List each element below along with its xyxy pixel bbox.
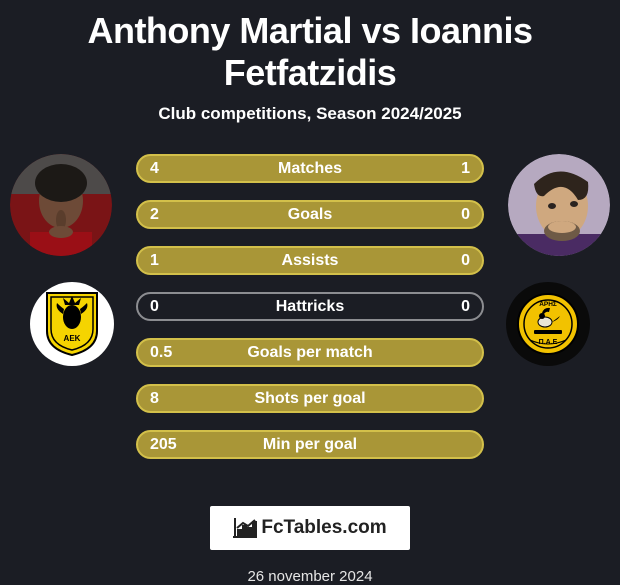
stat-label: Shots per goal [200, 390, 420, 408]
avatar-right-svg [508, 154, 610, 256]
stat-label: Assists [200, 252, 420, 270]
stat-right-value: 0 [420, 206, 470, 224]
stat-row-matches: 4 Matches 1 [136, 154, 484, 183]
stat-left-value: 4 [150, 160, 200, 178]
stat-row-min-per-goal: 205 Min per goal [136, 430, 484, 459]
stat-left-value: 205 [150, 436, 200, 454]
stat-right-value: 1 [420, 160, 470, 178]
brand-text: FcTables.com [261, 517, 386, 539]
player-left-avatar [10, 154, 112, 256]
stat-label: Hattricks [200, 298, 420, 316]
date-line: 26 november 2024 [0, 568, 620, 585]
stat-row-hattricks: 0 Hattricks 0 [136, 292, 484, 321]
stat-right-value: 0 [420, 298, 470, 316]
stat-left-value: 2 [150, 206, 200, 224]
stat-row-goals-per-match: 0.5 Goals per match [136, 338, 484, 367]
stat-left-value: 8 [150, 390, 200, 408]
comparison-panel: AEK Π.Α.Ε ΑΡΗΣ 4 Matches 1 2 [0, 154, 620, 484]
stat-row-assists: 1 Assists 0 [136, 246, 484, 275]
chart-icon [233, 518, 257, 538]
svg-text:AEK: AEK [64, 334, 81, 343]
stat-label: Goals [200, 206, 420, 224]
stat-label: Goals per match [200, 344, 420, 362]
player-right-avatar [508, 154, 610, 256]
subtitle: Club competitions, Season 2024/2025 [0, 104, 620, 124]
stat-left-value: 1 [150, 252, 200, 270]
page-title: Anthony Martial vs Ioannis Fetfatzidis [0, 0, 620, 94]
stat-label: Min per goal [200, 436, 420, 454]
svg-text:Π.Α.Ε: Π.Α.Ε [539, 339, 558, 346]
club-right-badge: Π.Α.Ε ΑΡΗΣ [506, 282, 590, 366]
stat-label: Matches [200, 160, 420, 178]
avatar-left-svg [10, 154, 112, 256]
stat-left-value: 0 [150, 298, 200, 316]
stat-bars: 4 Matches 1 2 Goals 0 1 Assists 0 0 Hatt… [136, 154, 484, 459]
aek-logo-icon: AEK [43, 291, 101, 357]
stat-left-value: 0.5 [150, 344, 200, 362]
svg-text:ΑΡΗΣ: ΑΡΗΣ [539, 301, 557, 308]
stat-right-value: 0 [420, 252, 470, 270]
club-left-badge: AEK [30, 282, 114, 366]
aris-logo-icon: Π.Α.Ε ΑΡΗΣ [516, 292, 580, 356]
brand-badge[interactable]: FcTables.com [210, 506, 410, 550]
stat-row-shots-per-goal: 8 Shots per goal [136, 384, 484, 413]
stat-row-goals: 2 Goals 0 [136, 200, 484, 229]
